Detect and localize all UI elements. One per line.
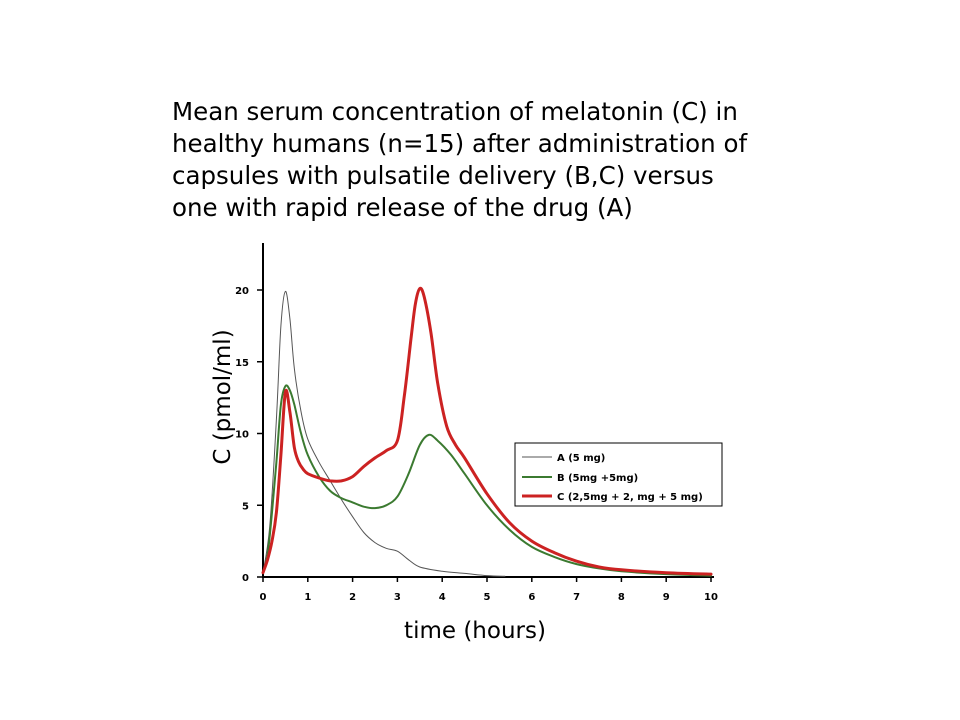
x-axis-title: time (hours)	[404, 618, 546, 644]
axes	[262, 243, 714, 578]
title-line: capsules with pulsatile delivery (B,C) v…	[172, 161, 714, 190]
x-tick-label: 9	[663, 592, 670, 603]
x-tick-label: 1	[304, 592, 311, 603]
x-tick-label: 3	[394, 592, 401, 603]
series-line-c	[261, 286, 713, 576]
legend-label-b: B (5mg +5mg)	[557, 473, 638, 484]
y-tick-label: 20	[235, 286, 249, 297]
x-tick-label: 8	[618, 592, 625, 603]
x-tick-label: 4	[439, 592, 446, 603]
title-line: Mean serum concentration of melatonin (C…	[172, 97, 738, 126]
x-tick-label: 0	[260, 592, 267, 603]
chart-title: Mean serum concentration of melatonin (C…	[172, 96, 812, 224]
legend-label-a: A (5 mg)	[557, 453, 605, 464]
y-tick-label: 0	[242, 573, 249, 584]
x-tick-label: 2	[349, 592, 356, 603]
x-tick-label: 6	[528, 592, 535, 603]
title-line: one with rapid release of the drug (A)	[172, 193, 633, 222]
y-axis-title: C (pmol/ml)	[210, 329, 236, 464]
legend-label-c: C (2,5mg + 2, mg + 5 mg)	[557, 492, 703, 503]
y-tick-label: 5	[242, 501, 249, 512]
y-tick-label: 15	[235, 358, 249, 369]
x-tick-label: 7	[573, 592, 580, 603]
series-line-a	[262, 290, 506, 577]
x-tick-label: 10	[704, 592, 718, 603]
x-tick-label: 5	[484, 592, 491, 603]
title-line: healthy humans (n=15) after administrati…	[172, 129, 748, 158]
legend: A (5 mg) B (5mg +5mg) C (2,5mg + 2, mg +…	[514, 442, 723, 507]
y-tick-label: 10	[235, 430, 249, 441]
series-line-b	[262, 384, 712, 577]
